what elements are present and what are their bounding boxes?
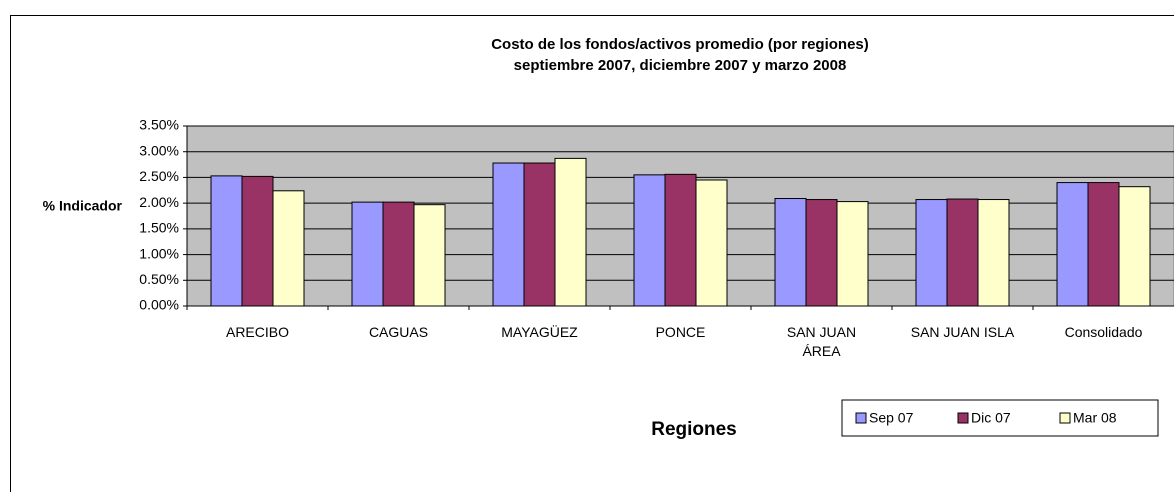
x-tick-label: ARECIBO (225, 324, 289, 340)
x-tick-label: PONCE (655, 324, 706, 340)
legend-swatch (957, 412, 969, 424)
bar (836, 201, 869, 307)
bar (351, 201, 384, 307)
bar (695, 179, 728, 307)
bar (272, 190, 305, 307)
chart-subtitle: septiembre 2007, diciembre 2007 y marzo … (514, 57, 847, 74)
y-tick-label: 0.00% (139, 297, 179, 313)
legend-swatch (1059, 412, 1071, 424)
bar (1056, 182, 1089, 307)
bar (523, 162, 556, 307)
chart-title: Costo de los fondos/activos promedio (po… (491, 36, 869, 53)
legend-label: Mar 08 (1073, 410, 1117, 426)
bar (241, 175, 274, 307)
y-tick-label: 0.50% (139, 271, 179, 287)
bar (1087, 182, 1120, 307)
x-tick-label: CAGUAS (368, 324, 429, 340)
legend-label: Sep 07 (869, 410, 914, 426)
bar (492, 162, 525, 307)
x-tick-label: SAN JUAN ISLA (910, 324, 1015, 340)
bar (413, 204, 446, 307)
y-tick-label: 1.50% (139, 220, 179, 236)
legend-box (841, 399, 1159, 437)
legend-swatch (855, 412, 867, 424)
y-tick-label: 3.50% (139, 117, 179, 133)
bar (977, 199, 1010, 307)
bar (554, 157, 587, 307)
x-axis-label: Regiones (651, 419, 737, 440)
y-tick-label: 1.00% (139, 245, 179, 261)
bar (664, 173, 697, 307)
bar (915, 199, 948, 307)
bar (774, 198, 807, 307)
bar (210, 175, 243, 307)
y-tick-label: 3.00% (139, 142, 179, 158)
bar (805, 199, 838, 307)
y-axis-label: % Indicador (43, 198, 123, 214)
bar (633, 174, 666, 307)
x-tick-label: MAYAGÜEZ (501, 324, 578, 340)
y-tick-label: 2.00% (139, 194, 179, 210)
legend-label: Dic 07 (971, 410, 1011, 426)
bar (946, 198, 979, 307)
bar (1118, 186, 1151, 307)
x-tick-label: SAN JUAN ÁREA (786, 324, 857, 359)
y-tick-label: 2.50% (139, 168, 179, 184)
x-tick-label: Consolidado (1064, 324, 1143, 340)
bar (382, 201, 415, 307)
